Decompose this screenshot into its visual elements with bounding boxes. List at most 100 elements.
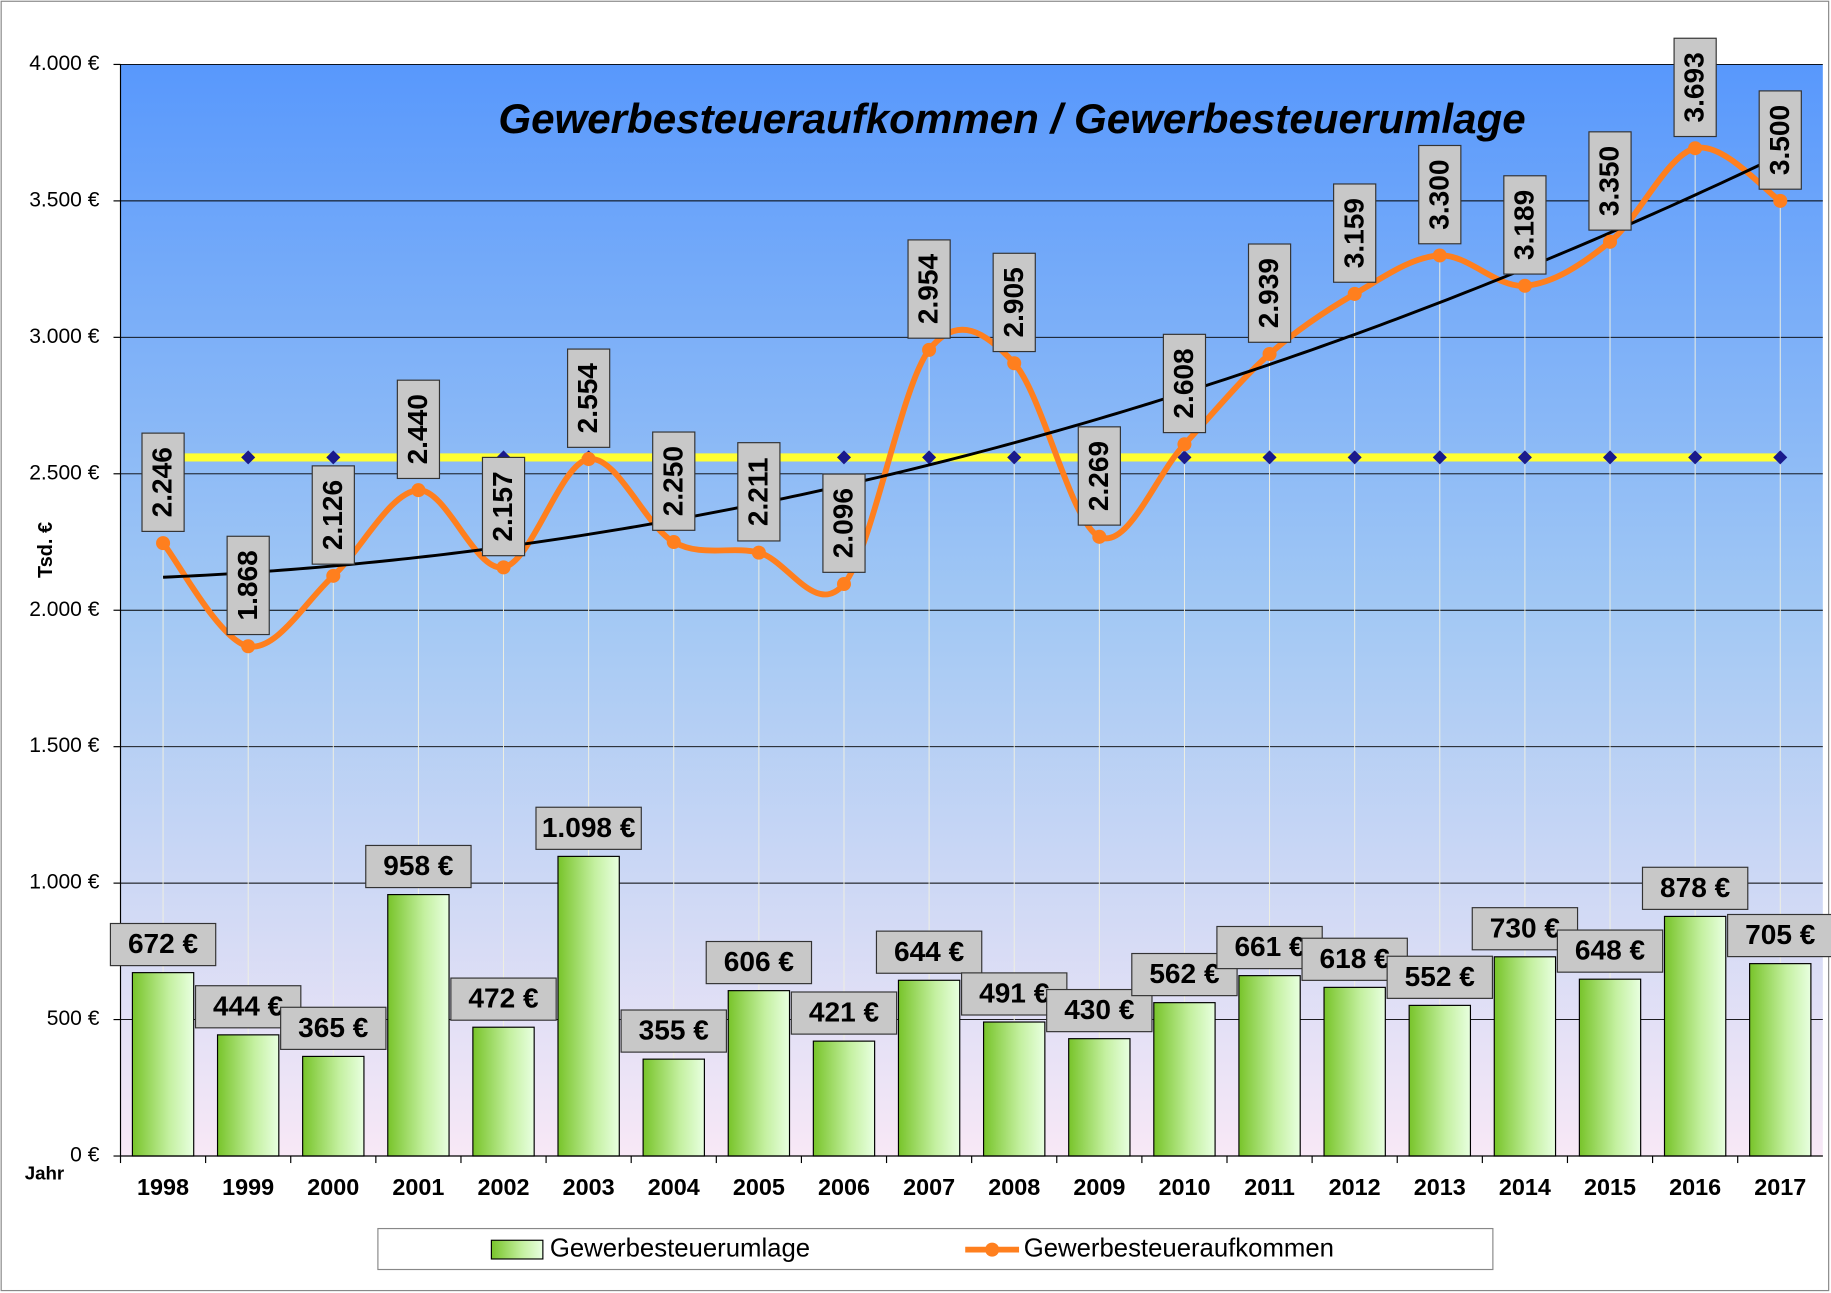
value-label: 618 € bbox=[1320, 943, 1391, 974]
value-label: 2.096 bbox=[828, 488, 859, 558]
line-marker bbox=[1773, 193, 1788, 208]
value-label-box bbox=[1386, 955, 1494, 999]
x-tick-label: 2017 bbox=[1754, 1174, 1806, 1200]
value-label: 2.250 bbox=[657, 446, 688, 516]
x-tick-label: 2014 bbox=[1499, 1174, 1551, 1200]
bar bbox=[1578, 978, 1642, 1157]
line-marker bbox=[411, 483, 426, 498]
bar bbox=[1068, 1038, 1131, 1157]
x-tick-label: 2006 bbox=[818, 1174, 870, 1200]
value-label-box bbox=[109, 922, 217, 967]
value-label-box bbox=[280, 1006, 387, 1050]
value-label-box bbox=[790, 991, 898, 1035]
line-marker bbox=[496, 560, 511, 575]
value-label: 2.554 bbox=[572, 363, 603, 434]
y-tick-label: 4.000 € bbox=[29, 52, 100, 75]
x-tick-label: 2001 bbox=[392, 1174, 444, 1200]
bar bbox=[1153, 1002, 1216, 1157]
value-label-box bbox=[1418, 144, 1462, 245]
value-label: 355 € bbox=[639, 1015, 710, 1046]
value-label-box bbox=[1046, 988, 1153, 1033]
y-tick-label: 3.000 € bbox=[29, 325, 100, 348]
value-label: 421 € bbox=[809, 997, 880, 1028]
bar bbox=[216, 1034, 280, 1157]
value-label: 2.157 bbox=[487, 471, 518, 541]
bar bbox=[1663, 915, 1727, 1157]
value-label-box bbox=[450, 977, 557, 1021]
x-tick-label: 2011 bbox=[1244, 1174, 1295, 1200]
value-label: 3.350 bbox=[1594, 146, 1625, 216]
value-label-box bbox=[1556, 929, 1664, 973]
value-label-box bbox=[1588, 131, 1632, 231]
value-label: 3.500 bbox=[1764, 105, 1795, 175]
x-tick-label: 2002 bbox=[478, 1174, 530, 1200]
line-marker bbox=[666, 534, 681, 550]
value-label: 2.246 bbox=[147, 447, 178, 517]
x-tick-label: 2010 bbox=[1158, 1174, 1210, 1200]
value-label: 3.159 bbox=[1338, 198, 1369, 268]
value-label-box bbox=[396, 379, 441, 480]
value-label-box bbox=[365, 844, 472, 889]
y-tick-label: 2.500 € bbox=[29, 461, 100, 484]
value-label: 705 € bbox=[1745, 919, 1816, 950]
line-marker bbox=[1517, 278, 1532, 293]
bar bbox=[472, 1026, 535, 1157]
value-label: 3.189 bbox=[1508, 190, 1539, 260]
x-tick-label: 2005 bbox=[733, 1174, 785, 1200]
value-label: 3.300 bbox=[1423, 160, 1454, 230]
value-label: 958 € bbox=[383, 850, 454, 881]
value-label-box bbox=[705, 940, 813, 985]
value-label: 1.868 bbox=[232, 550, 263, 620]
bar bbox=[642, 1058, 705, 1157]
value-label-box bbox=[1077, 426, 1121, 526]
bar bbox=[897, 979, 961, 1157]
value-label: 2.608 bbox=[1168, 348, 1199, 418]
y-tick-label: 2.000 € bbox=[29, 598, 100, 621]
bar bbox=[1238, 975, 1301, 1157]
bar bbox=[1323, 986, 1386, 1157]
bar bbox=[302, 1055, 365, 1157]
bar bbox=[982, 1021, 1046, 1157]
x-tick-label: 2000 bbox=[307, 1174, 359, 1200]
value-label-box bbox=[652, 431, 696, 531]
line-marker bbox=[836, 577, 852, 592]
value-label-box bbox=[1333, 183, 1377, 283]
x-tick-label: 2009 bbox=[1073, 1174, 1125, 1200]
value-label: 606 € bbox=[724, 946, 795, 977]
value-label: 3.693 bbox=[1679, 52, 1710, 122]
value-label-box bbox=[822, 473, 866, 573]
line-marker bbox=[1177, 437, 1192, 452]
legend bbox=[377, 1227, 1494, 1271]
bar bbox=[1749, 963, 1812, 1157]
line-marker bbox=[1007, 356, 1022, 371]
x-tick-label: 2013 bbox=[1414, 1174, 1466, 1200]
line-marker bbox=[156, 536, 171, 551]
value-label-box bbox=[992, 252, 1036, 353]
value-label-box bbox=[1758, 90, 1802, 190]
x-tick-label: 2007 bbox=[903, 1174, 955, 1200]
value-label-box bbox=[481, 456, 526, 557]
legend-label: Gewerbesteuerumlage bbox=[550, 1234, 810, 1262]
value-label-box bbox=[141, 432, 185, 532]
value-label: 2.905 bbox=[998, 267, 1029, 337]
value-label: 672 € bbox=[128, 928, 199, 959]
value-label: 730 € bbox=[1490, 912, 1561, 943]
x-tick-label: 2004 bbox=[648, 1174, 700, 1200]
value-label-box bbox=[566, 348, 611, 448]
x-tick-label: 2016 bbox=[1669, 1174, 1721, 1200]
value-label-box bbox=[1727, 913, 1831, 958]
line-marker bbox=[751, 545, 766, 560]
line-marker bbox=[1092, 529, 1107, 544]
value-label: 491 € bbox=[979, 978, 1050, 1009]
value-label-box bbox=[875, 930, 983, 974]
x-tick-label: 2008 bbox=[988, 1174, 1040, 1200]
value-label: 2.126 bbox=[317, 480, 348, 550]
bar bbox=[387, 894, 450, 1157]
line-marker bbox=[1432, 248, 1447, 263]
line-marker bbox=[922, 342, 937, 357]
value-label: 661 € bbox=[1234, 931, 1305, 962]
y-tick-label: 500 € bbox=[47, 1007, 100, 1030]
value-label: 365 € bbox=[298, 1012, 369, 1043]
